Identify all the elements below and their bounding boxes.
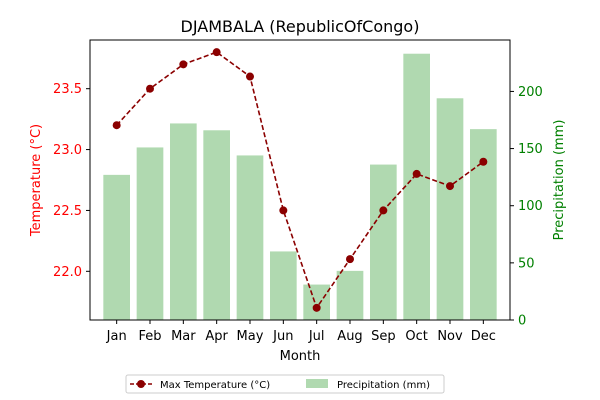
legend: Max Temperature (°C) Precipitation (mm) xyxy=(125,374,445,394)
right-y-tick-label: 0 xyxy=(518,314,526,329)
right-y-tick-label: 200 xyxy=(518,85,543,100)
x-tick-label: Jun xyxy=(272,329,293,344)
temperature-point xyxy=(479,157,488,166)
x-tick-label: Oct xyxy=(405,329,427,344)
temperature-point xyxy=(246,72,254,81)
left-y-axis-title: Temperature (°C) xyxy=(29,124,44,237)
precipitation-bar xyxy=(236,155,264,320)
left-y-tick-label: 23.0 xyxy=(53,143,82,158)
precipitation-bar xyxy=(303,284,330,320)
legend-temperature-marker xyxy=(137,380,145,388)
temperature-point xyxy=(112,121,121,130)
left-y-tick-label: 22.0 xyxy=(53,265,82,280)
temperature-line xyxy=(116,51,484,310)
temperature-point xyxy=(379,206,388,215)
temperature-point xyxy=(446,182,454,191)
x-tick-label: Jan xyxy=(106,329,127,344)
temperature-point xyxy=(346,255,354,264)
precipitation-bar xyxy=(203,130,230,320)
right-y-axis-title: Precipitation (mm) xyxy=(552,120,567,241)
temperature-point xyxy=(412,169,421,178)
precipitation-bar xyxy=(270,251,297,320)
left-y-tick-label: 22.5 xyxy=(53,204,82,219)
chart-title: DJAMBALA (RepublicOfCongo) xyxy=(181,17,420,36)
x-tick-label: Jul xyxy=(308,329,325,344)
precipitation-bar xyxy=(370,164,397,320)
right-y-tick-label: 100 xyxy=(518,199,543,214)
temperature-point xyxy=(279,206,288,215)
precipitation-bars xyxy=(103,53,497,321)
left-y-axis: 22.0 22.5 23.0 23.5 xyxy=(53,82,90,280)
x-axis-title: Month xyxy=(280,349,321,364)
x-tick-label: Apr xyxy=(205,329,228,344)
legend-frame xyxy=(125,374,445,394)
x-tick-label: Feb xyxy=(138,329,161,344)
plot-frame xyxy=(89,39,511,321)
legend-precipitation-swatch xyxy=(306,379,328,388)
legend-precipitation-label: Precipitation (mm) xyxy=(337,380,430,391)
precipitation-bar xyxy=(403,53,430,320)
x-tick-label: Aug xyxy=(337,329,362,344)
x-tick-label: Dec xyxy=(471,329,496,344)
temperature-point xyxy=(179,60,188,69)
precipitation-bar xyxy=(136,147,164,320)
x-tick-label: May xyxy=(237,329,264,344)
x-tick-label: Nov xyxy=(437,329,463,344)
right-y-tick-label: 50 xyxy=(518,256,535,271)
precipitation-bar xyxy=(336,270,364,320)
precipitation-bar xyxy=(436,98,464,321)
precipitation-bar xyxy=(170,123,197,320)
temperature-point xyxy=(146,84,154,93)
legend-temperature-label: Max Temperature (°C) xyxy=(160,380,270,391)
right-y-axis: 0 50 100 150 200 xyxy=(510,85,543,329)
right-y-tick-label: 150 xyxy=(518,142,543,157)
x-tick-label: Sep xyxy=(371,329,396,344)
temperature-point xyxy=(212,48,221,57)
x-axis: Jan Feb Mar Apr May Jun Jul Aug Sep Oct Nov Dec xyxy=(106,320,496,344)
left-y-tick-label: 23.5 xyxy=(53,82,82,97)
x-tick-label: Mar xyxy=(171,329,196,344)
temperature-point xyxy=(312,303,321,312)
precipitation-bar xyxy=(103,174,130,320)
temperature-line-series xyxy=(112,48,488,312)
